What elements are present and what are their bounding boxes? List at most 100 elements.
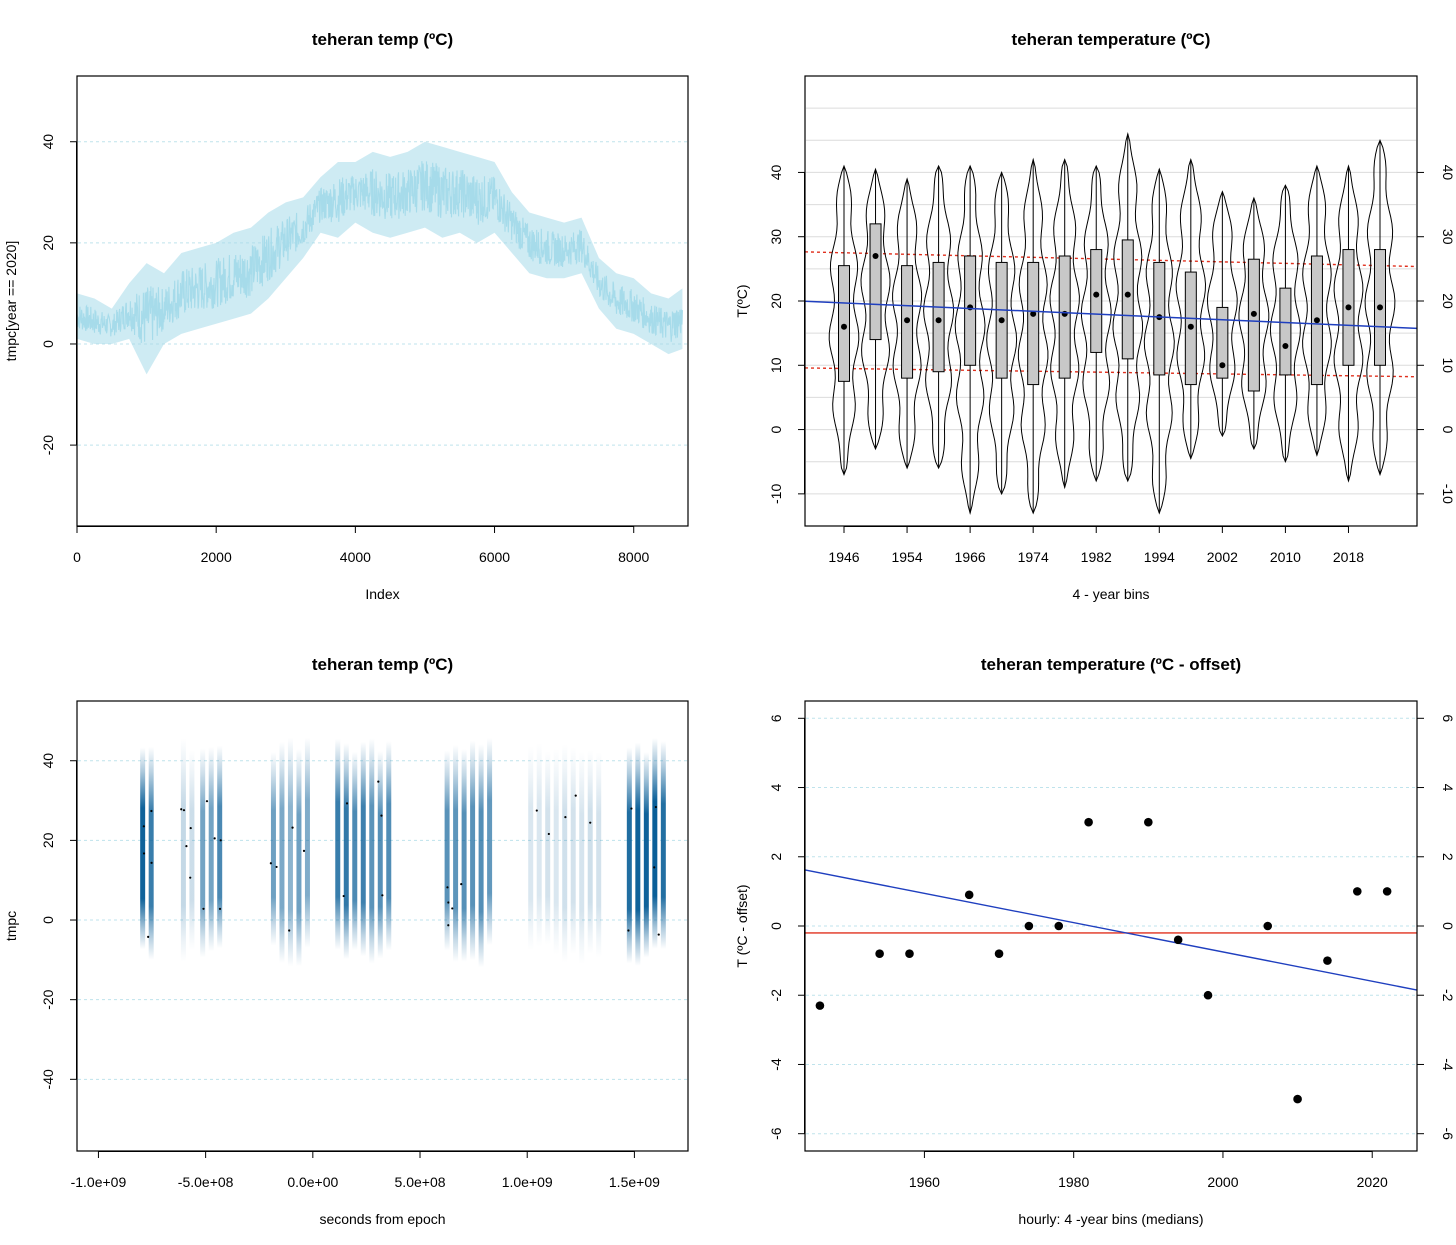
outlier-point [451, 907, 454, 910]
outlier-point [302, 849, 306, 852]
median-point [1124, 291, 1131, 298]
density-stripe [587, 749, 593, 954]
outlier-point [657, 933, 660, 936]
outlier-point [205, 800, 209, 803]
density-stripe [626, 747, 632, 964]
box-rect [964, 255, 977, 366]
x-tick-label: 2002 [1207, 549, 1238, 565]
outlier-point [202, 907, 205, 910]
outlier-point [381, 894, 384, 897]
y-tick-label: -2 [768, 989, 784, 1002]
outlier-point [150, 861, 153, 864]
band-line [804, 251, 1418, 268]
y-tick-label: 20 [40, 235, 56, 251]
y-tick-label: 20 [768, 293, 784, 309]
outlier-point [189, 826, 192, 830]
density-stripe [570, 747, 576, 955]
y-axis-label: T (ºC - offset) [734, 884, 750, 967]
epoch-density-plot: teheran temp (ºC) seconds from epoch tmpc -… [3, 655, 689, 1227]
outlier-point [269, 862, 272, 865]
density-stripe [360, 741, 366, 957]
density-stripe [148, 746, 154, 960]
outlier-point [189, 876, 192, 879]
box-rect [1090, 249, 1103, 353]
scatter-point [1144, 817, 1153, 827]
y-tick-label: 40 [40, 134, 56, 150]
median-point [1030, 310, 1037, 317]
y-tick-label: 10 [768, 357, 784, 373]
density-stripe [553, 748, 559, 955]
density-stripe [304, 737, 310, 948]
density-stripe [189, 750, 195, 950]
scatter-point [1054, 921, 1064, 931]
box-rect [1121, 239, 1134, 360]
trend-line [804, 300, 1418, 330]
y-tick-label: 40 [768, 164, 784, 180]
median-point [967, 304, 974, 311]
median-point [998, 317, 1005, 324]
violin-shape [1143, 167, 1175, 515]
scatter-point [875, 949, 884, 958]
y-tick-label: 0 [40, 916, 56, 924]
density-stripe [478, 744, 484, 968]
x-tick-label: 1960 [909, 1174, 940, 1190]
y-tick-label-right: 30 [1440, 229, 1456, 245]
x-tick-label: -1.0e+09 [71, 1174, 127, 1190]
violin-shape [860, 167, 891, 451]
scatter-point [1084, 817, 1093, 827]
y-tick-label: -20 [40, 989, 56, 1009]
density-stripe [279, 741, 285, 964]
outlier-point [654, 805, 657, 809]
outlier-point [147, 935, 150, 938]
outlier-point [460, 883, 463, 886]
y-tick-label: 0 [768, 922, 784, 930]
density-stripe [377, 751, 383, 959]
plot-frame [804, 75, 1418, 527]
y-tick-label-right: 2 [1440, 853, 1456, 861]
x-tick-label: 2000 [1207, 1174, 1238, 1190]
chart-title: teheran temp (ºC) [312, 655, 453, 674]
median-point [872, 253, 879, 259]
x-tick-label: 1980 [1058, 1174, 1089, 1190]
density-stripe [562, 744, 568, 963]
density-stripe [453, 744, 459, 962]
outlier-point [213, 837, 216, 840]
box-rect [1058, 255, 1071, 379]
density-stripe [270, 752, 276, 946]
scatter-point [1263, 921, 1273, 931]
density-stripe [461, 749, 467, 962]
scatter-point [815, 1001, 825, 1010]
x-tick-label: 2000 [201, 549, 232, 565]
scatter-point [1352, 887, 1362, 896]
y-tick-label-right: 0 [1440, 426, 1456, 434]
violin-shape [1238, 196, 1270, 451]
median-point [1345, 304, 1352, 311]
median-point [1187, 323, 1194, 330]
outlier-point [342, 894, 345, 898]
series-envelope [77, 141, 683, 375]
outlier-point [288, 929, 291, 932]
density-stripe [343, 743, 349, 960]
outlier-point [653, 866, 656, 869]
scatter-point [1024, 921, 1034, 931]
outlier-point [447, 924, 450, 927]
x-axis-label: seconds from epoch [319, 1211, 445, 1227]
median-point [935, 317, 942, 324]
violin-box-plot: teheran temperature (ºC) 4 - year bins T(º… [734, 30, 1456, 602]
violin-shape [1206, 190, 1238, 438]
outlier-point [219, 839, 222, 842]
x-tick-label: 1.0e+09 [502, 1174, 553, 1190]
y-tick-label-right: -6 [1440, 1127, 1456, 1140]
outlier-point [380, 814, 383, 817]
outlier-point [185, 845, 188, 848]
density-stripe [545, 751, 551, 945]
x-axis-label: hourly: 4 -year bins (medians) [1018, 1211, 1203, 1227]
box-rect [1027, 261, 1040, 386]
outlier-point [291, 826, 294, 829]
y-tick-label-right: 40 [1440, 165, 1456, 181]
outlier-point [535, 809, 538, 812]
scatter-point [1173, 935, 1183, 945]
index-line-plot: teheran temp (ºC) Index tmpc[year == 2020]… [3, 30, 689, 602]
chart-title: teheran temperature (ºC - offset) [981, 655, 1241, 674]
density-stripe [536, 742, 542, 947]
